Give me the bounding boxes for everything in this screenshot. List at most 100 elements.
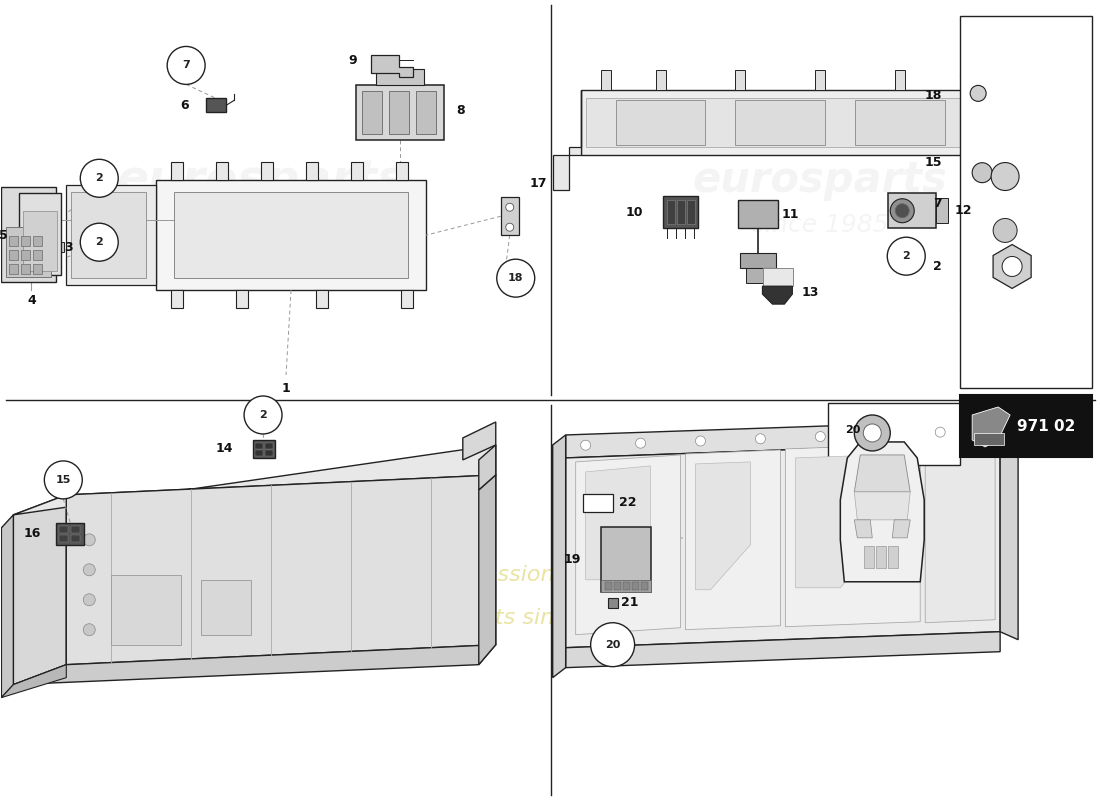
FancyBboxPatch shape [616,100,705,146]
FancyBboxPatch shape [640,582,648,590]
FancyBboxPatch shape [605,582,612,590]
FancyBboxPatch shape [33,236,42,246]
FancyBboxPatch shape [59,526,68,533]
Text: 5: 5 [0,229,8,242]
FancyBboxPatch shape [936,198,948,223]
FancyBboxPatch shape [763,268,793,286]
FancyBboxPatch shape [585,98,996,147]
Circle shape [1002,257,1022,277]
Polygon shape [855,520,872,538]
Polygon shape [795,455,880,588]
Text: 6: 6 [179,99,188,112]
Text: 7: 7 [183,61,190,70]
FancyBboxPatch shape [667,200,674,224]
FancyBboxPatch shape [172,290,184,308]
FancyBboxPatch shape [201,580,251,634]
Circle shape [80,223,118,261]
Circle shape [972,162,992,182]
Text: 2: 2 [96,237,103,247]
FancyBboxPatch shape [172,162,184,180]
Polygon shape [66,475,496,665]
FancyBboxPatch shape [400,290,412,308]
FancyBboxPatch shape [662,196,697,228]
FancyBboxPatch shape [10,250,19,260]
FancyBboxPatch shape [738,200,779,228]
FancyBboxPatch shape [601,70,610,90]
FancyBboxPatch shape [623,582,629,590]
Polygon shape [762,286,792,304]
Text: 22: 22 [619,496,636,510]
FancyBboxPatch shape [72,192,146,278]
FancyBboxPatch shape [66,186,156,285]
Circle shape [993,218,1018,242]
Text: 971 02: 971 02 [1016,419,1076,434]
Circle shape [84,624,96,636]
Text: 18: 18 [508,273,524,283]
Text: eurosparts: eurosparts [117,158,406,202]
Circle shape [80,159,118,198]
Polygon shape [1000,420,1019,640]
FancyBboxPatch shape [676,200,684,224]
FancyBboxPatch shape [56,523,85,545]
Polygon shape [575,455,681,634]
Polygon shape [695,462,750,590]
FancyBboxPatch shape [607,598,617,608]
FancyBboxPatch shape [7,227,52,277]
Circle shape [976,426,986,436]
FancyBboxPatch shape [20,194,62,275]
Text: 4: 4 [28,294,35,306]
FancyBboxPatch shape [376,70,424,86]
FancyBboxPatch shape [255,443,263,449]
Polygon shape [1,665,66,698]
FancyBboxPatch shape [877,546,887,568]
FancyBboxPatch shape [975,433,1004,445]
Text: 7: 7 [934,197,943,210]
FancyBboxPatch shape [261,162,273,180]
FancyBboxPatch shape [316,290,328,308]
Circle shape [888,238,925,275]
Polygon shape [855,492,910,520]
Text: 15: 15 [56,475,72,485]
Text: 17: 17 [530,177,548,190]
Text: 2: 2 [260,410,267,420]
FancyBboxPatch shape [396,162,408,180]
FancyBboxPatch shape [631,582,639,590]
FancyBboxPatch shape [614,582,620,590]
Text: 2: 2 [902,251,910,261]
Polygon shape [478,475,496,665]
FancyBboxPatch shape [111,574,182,645]
FancyBboxPatch shape [960,70,970,90]
Text: 20: 20 [845,425,860,435]
Polygon shape [785,444,921,626]
FancyBboxPatch shape [59,535,68,542]
FancyBboxPatch shape [656,70,666,90]
FancyBboxPatch shape [265,443,273,449]
FancyBboxPatch shape [1000,90,1019,166]
Polygon shape [685,450,780,630]
FancyBboxPatch shape [736,70,746,90]
Text: 20: 20 [605,640,620,650]
FancyBboxPatch shape [747,268,770,283]
Text: 13: 13 [802,286,820,298]
FancyBboxPatch shape [583,494,613,512]
Circle shape [855,415,890,451]
FancyBboxPatch shape [33,250,42,260]
Polygon shape [892,520,910,538]
FancyBboxPatch shape [265,450,273,456]
Circle shape [167,46,205,84]
FancyBboxPatch shape [889,546,899,568]
FancyBboxPatch shape [72,526,80,533]
FancyBboxPatch shape [21,236,31,246]
Polygon shape [463,422,496,460]
Polygon shape [371,55,412,78]
Polygon shape [565,420,1000,458]
FancyBboxPatch shape [500,198,519,235]
Polygon shape [565,632,1000,668]
FancyBboxPatch shape [10,264,19,274]
Text: 10: 10 [625,206,642,218]
Polygon shape [1,515,13,698]
Text: eurosparts: eurosparts [693,159,948,202]
FancyBboxPatch shape [255,450,263,456]
Circle shape [895,204,910,218]
FancyBboxPatch shape [960,395,1092,457]
